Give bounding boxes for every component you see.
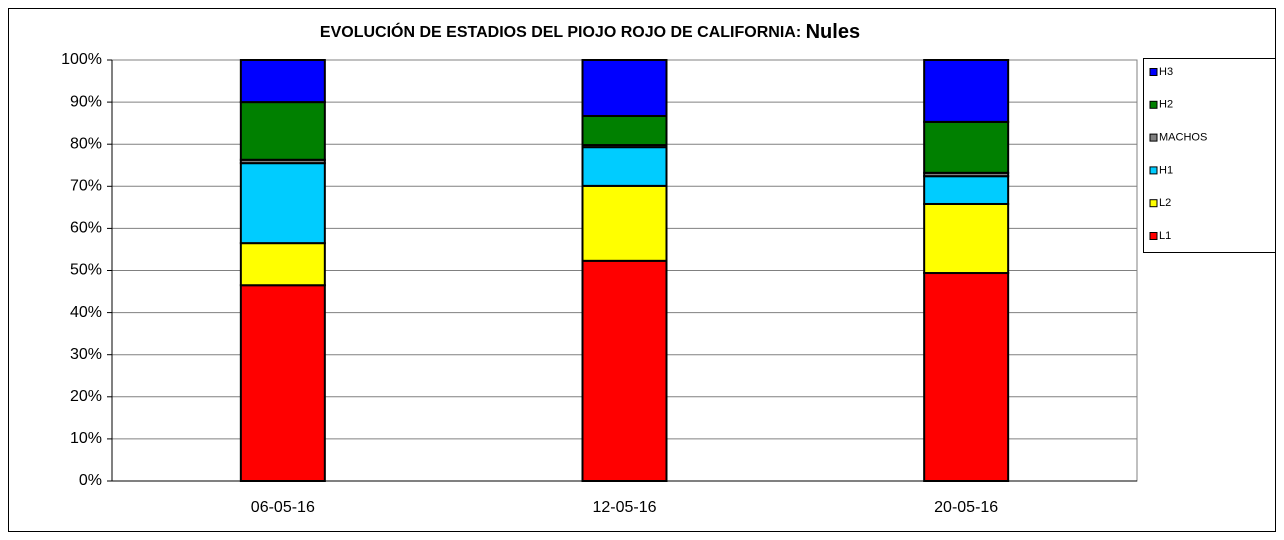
legend-label: H2 bbox=[1159, 99, 1173, 111]
bar-segment bbox=[239, 284, 326, 482]
y-tick-label: 80% bbox=[70, 135, 102, 152]
bar-segment bbox=[581, 59, 668, 117]
y-tick-label: 0% bbox=[79, 472, 102, 489]
bar-segment bbox=[581, 114, 668, 147]
legend-label: MACHOS bbox=[1159, 132, 1207, 144]
x-tick-label: 12-05-16 bbox=[592, 499, 656, 516]
legend-marker bbox=[1149, 133, 1158, 142]
y-tick-label: 60% bbox=[70, 220, 102, 237]
legend-label: L1 bbox=[1159, 230, 1171, 242]
bar-segment bbox=[581, 184, 668, 262]
y-tick-label: 20% bbox=[70, 388, 102, 405]
x-tick-label: 20-05-16 bbox=[934, 499, 998, 516]
legend-label: L2 bbox=[1159, 197, 1171, 209]
y-tick-label: 90% bbox=[70, 93, 102, 110]
y-tick-label: 30% bbox=[70, 346, 102, 363]
bar-segment bbox=[239, 162, 326, 245]
y-tick-label: 10% bbox=[70, 430, 102, 447]
bar-segment bbox=[923, 59, 1010, 123]
chart-title: EVOLUCIÓN DE ESTADIOS DEL PIOJO ROJO DE … bbox=[320, 21, 860, 43]
bar-segment bbox=[923, 272, 1010, 482]
y-tick-label: 100% bbox=[61, 51, 102, 68]
bar-segment bbox=[581, 146, 668, 187]
bar-segment bbox=[923, 120, 1010, 174]
bar-segment bbox=[239, 242, 326, 287]
legend-marker bbox=[1149, 100, 1158, 109]
bar-segment bbox=[923, 202, 1010, 275]
bar-segment bbox=[239, 101, 326, 161]
legend-label: H3 bbox=[1159, 66, 1173, 78]
bar-segment bbox=[923, 175, 1010, 205]
legend-box bbox=[1143, 58, 1276, 253]
y-tick-label: 40% bbox=[70, 304, 102, 321]
bar-segment bbox=[239, 59, 326, 104]
legend-marker bbox=[1149, 68, 1158, 76]
legend-marker bbox=[1149, 166, 1158, 175]
bar-segment bbox=[581, 259, 668, 482]
legend-marker bbox=[1149, 199, 1158, 208]
y-tick-label: 50% bbox=[70, 262, 102, 279]
y-tick-label: 70% bbox=[70, 178, 102, 195]
legend-label: H1 bbox=[1159, 164, 1173, 176]
x-tick-label: 06-05-16 bbox=[251, 499, 315, 516]
legend-marker bbox=[1149, 232, 1158, 240]
